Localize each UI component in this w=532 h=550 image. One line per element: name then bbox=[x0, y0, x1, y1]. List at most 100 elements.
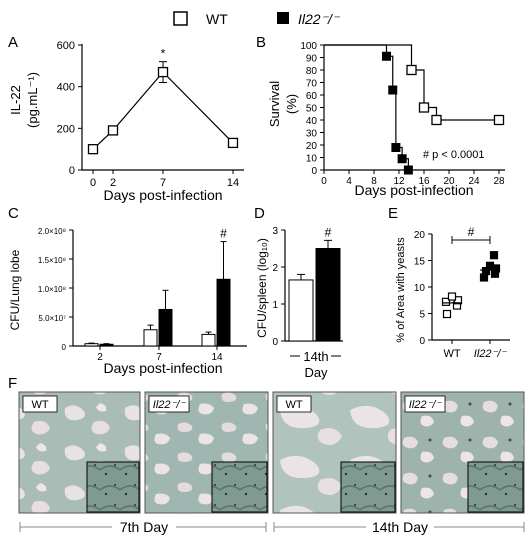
micrograph-4-label: Il22⁻/⁻ bbox=[409, 399, 443, 411]
panel-e-xtick-label: WT bbox=[443, 348, 460, 360]
panel-a-xtick-label: 7 bbox=[160, 177, 166, 189]
panel-a-ylabel-2: (pg.mL⁻¹) bbox=[25, 72, 40, 128]
panel-e-ytick-label: 15 bbox=[414, 257, 426, 268]
panel-b-xtick-label: 4 bbox=[346, 176, 352, 187]
panel-c-ytick-label: 2.0×10⁸ bbox=[38, 227, 66, 236]
panel-c-xtick-label: 2 bbox=[97, 352, 103, 363]
panel-c-ytick-label: 5.0×10⁷ bbox=[38, 314, 66, 323]
panel-b-wt-step-line bbox=[324, 44, 499, 121]
panel-b-xtick-label: 12 bbox=[393, 176, 405, 187]
day7-label: 7th Day bbox=[120, 519, 168, 535]
micrograph-1: WT bbox=[18, 391, 141, 514]
panel-c-xlabel: Days post-infection bbox=[103, 360, 222, 376]
panel-c-annotation: # bbox=[220, 227, 227, 241]
panel-a-xtick-label: 14 bbox=[227, 177, 239, 189]
micrograph-1-label: WT bbox=[31, 399, 48, 411]
panel-b-ytick-label: 0 bbox=[311, 166, 317, 177]
panel-d-xlabel-2: Day bbox=[304, 365, 328, 380]
panel-b-ko-point bbox=[388, 85, 398, 95]
panel-a-annotation: * bbox=[161, 47, 166, 61]
panel-a-ytick-label: 0 bbox=[69, 165, 75, 177]
panel-c-wt-bar bbox=[143, 329, 158, 347]
panel-letter-c: C bbox=[8, 205, 19, 222]
micrograph-3-label-box bbox=[276, 395, 312, 413]
panel-b-wt-point bbox=[493, 114, 505, 126]
panel-c-xtick-label: 7 bbox=[156, 352, 162, 363]
legend: WT Il22⁻/⁻ bbox=[173, 11, 341, 27]
panel-c-ko-bar bbox=[99, 343, 114, 347]
panel-b-ko-point bbox=[397, 154, 407, 164]
micrograph-3: WT bbox=[272, 391, 397, 514]
micrograph-4-inset bbox=[467, 461, 524, 513]
panel-b-wt-point bbox=[431, 114, 442, 126]
panel-b-ytick-label: 60 bbox=[306, 91, 318, 102]
panel-c-ko-bar bbox=[216, 278, 231, 347]
micrograph-4-label-box bbox=[404, 395, 446, 413]
panel-e-ylabel: % of Area with yeasts bbox=[395, 237, 407, 343]
panel-b-ytick-label: 100 bbox=[300, 41, 317, 52]
panel-c-chart: CFU/Lung lobe 0 5.0×10⁷ 1.0×10⁸ 1.5×10⁸ 2.0×… bbox=[8, 227, 247, 376]
panel-b-annotation: # p < 0.0001 bbox=[423, 149, 484, 161]
panel-c-xtick-label: 14 bbox=[211, 352, 223, 363]
panel-d-xlabel: 14th bbox=[303, 349, 328, 364]
panel-d-ytick-label: 2 bbox=[272, 263, 278, 274]
panel-a-ytick-label: 200 bbox=[57, 123, 75, 135]
legend-wt-marker bbox=[173, 11, 188, 26]
panel-b-wt-point bbox=[418, 102, 430, 113]
panel-d-annotation: # bbox=[325, 225, 332, 239]
panel-a-chart: IL-22 (pg.mL⁻¹) 0 200 400 600 0 2 7 14 * Days p… bbox=[8, 40, 244, 203]
panel-c-ytick-label: 1.5×10⁸ bbox=[38, 256, 66, 265]
panel-b-ko-point bbox=[382, 51, 391, 61]
panel-d-wt-bar bbox=[288, 279, 314, 342]
panel-e-ko-point bbox=[485, 261, 495, 270]
micrograph-3-inset bbox=[340, 461, 396, 513]
micrograph-3-label: WT bbox=[285, 399, 302, 411]
panel-b-ylabel-1: Survival bbox=[267, 81, 282, 127]
panel-letter-a: A bbox=[8, 34, 18, 51]
legend-ko-label: Il22⁻/⁻ bbox=[298, 11, 341, 27]
panel-a-xlabel: Days post-infection bbox=[103, 187, 222, 203]
panel-b-ytick-label: 80 bbox=[306, 66, 318, 77]
panel-c-ytick-label: 0 bbox=[62, 343, 67, 352]
panel-b-ko-point bbox=[391, 143, 401, 152]
panel-c-ylabel: CFU/Lung lobe bbox=[8, 249, 22, 330]
panel-e-ytick-label: 0 bbox=[419, 336, 425, 347]
day14-label: 14th Day bbox=[372, 519, 428, 535]
panel-a-xtick-label: 0 bbox=[90, 177, 96, 189]
panel-b-xtick-label: 28 bbox=[493, 176, 505, 187]
panel-letter-b: B bbox=[256, 34, 266, 51]
panel-a-ytick-label: 600 bbox=[57, 40, 75, 52]
panel-b-ytick-label: 30 bbox=[306, 129, 318, 140]
panel-d-ytick-label: 3 bbox=[272, 226, 278, 237]
panel-d-ytick-label: 0 bbox=[272, 337, 278, 348]
panel-b-ytick-label: 10 bbox=[306, 154, 318, 165]
micrograph-4: Il22⁻/⁻ bbox=[400, 391, 525, 514]
panel-b-ylabel-2: (%) bbox=[284, 94, 299, 114]
panel-a-point bbox=[87, 144, 99, 155]
panel-b-xtick-label: 8 bbox=[371, 176, 377, 187]
panel-b-ytick-label: 90 bbox=[306, 54, 318, 65]
micrograph-2-label-box bbox=[148, 395, 190, 413]
micrograph-2-inset bbox=[211, 461, 268, 513]
panel-e-ytick-label: 20 bbox=[414, 230, 426, 241]
panel-c-ko-bar bbox=[158, 308, 173, 347]
panel-c-wt-bar bbox=[201, 333, 216, 347]
panel-b-ytick-label: 40 bbox=[306, 116, 318, 127]
panel-letter-f: F bbox=[8, 375, 17, 392]
panel-a-point bbox=[157, 66, 169, 78]
panel-e-wt-point bbox=[441, 297, 451, 306]
panel-e-xtick-label: Il22⁻/⁻ bbox=[474, 348, 508, 360]
panel-f-micrographs: WT Il22⁻/⁻ WT Il22⁻/⁻ 7th Day bbox=[18, 391, 525, 535]
panel-letter-e: E bbox=[388, 205, 398, 222]
panel-e-ytick-label: 10 bbox=[414, 283, 426, 294]
panel-c-wt-bar bbox=[84, 343, 99, 347]
panel-letter-d: D bbox=[254, 205, 265, 222]
legend-wt-label: WT bbox=[206, 11, 228, 27]
panel-b-xtick-label: 16 bbox=[418, 176, 430, 187]
micrograph-2: Il22⁻/⁻ bbox=[144, 391, 269, 514]
panel-a-xtick-label: 2 bbox=[110, 177, 116, 189]
panel-b-xlabel: Days post-infection bbox=[354, 182, 473, 198]
